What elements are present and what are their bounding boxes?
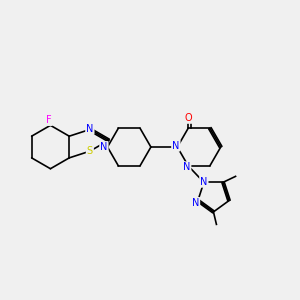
- Text: N: N: [183, 162, 190, 172]
- Text: O: O: [184, 113, 192, 123]
- Text: S: S: [87, 146, 93, 156]
- Text: F: F: [46, 115, 52, 125]
- Text: N: N: [192, 198, 199, 208]
- Text: N: N: [100, 142, 108, 152]
- Text: N: N: [172, 140, 179, 151]
- Text: N: N: [86, 124, 94, 134]
- Text: N: N: [200, 177, 208, 187]
